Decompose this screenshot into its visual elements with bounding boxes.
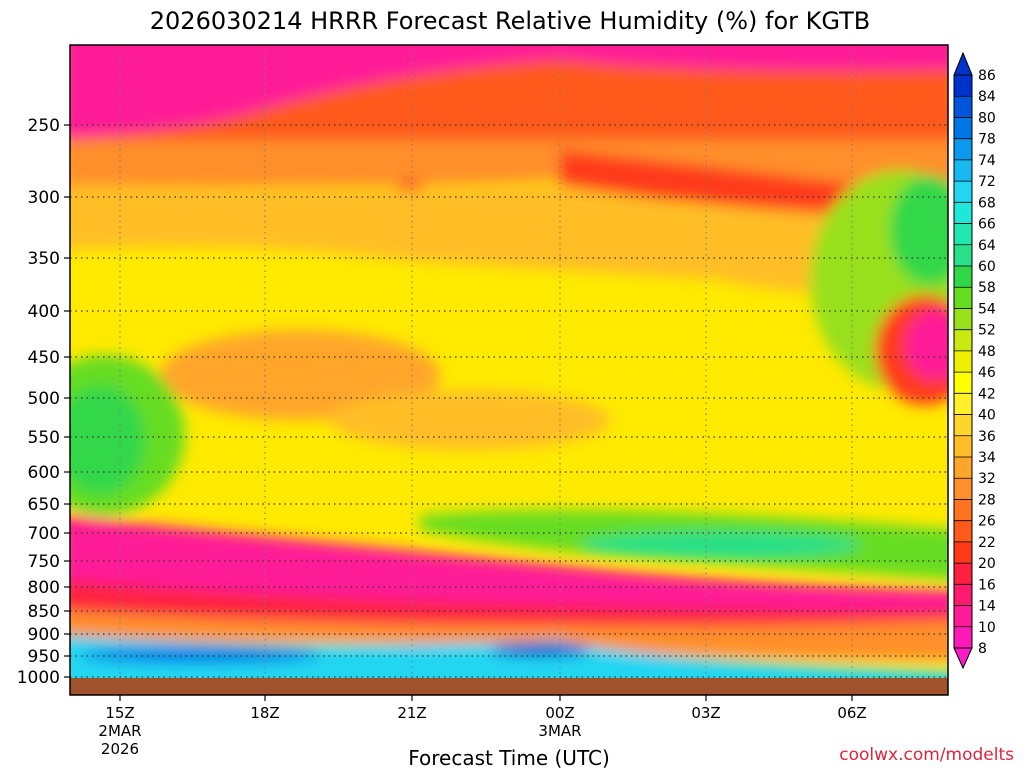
y-tick-label: 500	[28, 389, 60, 409]
y-tick-label: 950	[28, 647, 60, 667]
colorbar-label: 36	[978, 429, 996, 445]
ground-strip	[70, 678, 948, 695]
colorbar-band	[954, 563, 972, 585]
colorbar-label: 14	[978, 599, 996, 615]
colorbar-label: 64	[978, 238, 996, 254]
colorbar-band	[954, 541, 972, 564]
x-tick-label: 06Z	[837, 704, 866, 722]
colorbar-band	[954, 329, 972, 352]
colorbar-label: 58	[978, 280, 996, 296]
heatmap-field	[70, 45, 948, 695]
colorbar-band	[954, 414, 972, 437]
grid-lines	[70, 45, 948, 678]
colorbar-band	[954, 499, 972, 522]
x-tick-label: 03Z	[691, 704, 720, 722]
chart-title: 2026030214 HRRR Forecast Relative Humidi…	[150, 7, 870, 35]
y-tick-label: 850	[28, 602, 60, 622]
colorbar-band	[954, 287, 972, 309]
y-tick-label: 350	[28, 249, 60, 269]
colorbar-label: 46	[978, 365, 996, 381]
y-tick-label: 600	[28, 463, 60, 483]
y-tick-label: 700	[28, 524, 60, 544]
colorbar-label: 16	[978, 577, 996, 593]
colorbar-band	[954, 457, 972, 479]
colorbar-label: 54	[978, 301, 996, 317]
colorbar-band	[954, 372, 972, 394]
colorbar-label: 22	[978, 535, 996, 551]
colorbar-band	[954, 626, 972, 649]
y-tick-label: 900	[28, 625, 60, 645]
colorbar-band	[954, 308, 972, 331]
plot-frame	[69, 44, 949, 696]
colorbar-band	[954, 202, 972, 225]
colorbar: 86 84 80 78 74 72 68 66 64 60 58 54 52 48 46 42 40 36 34 32…	[953, 51, 996, 670]
colorbar-band	[954, 435, 972, 458]
colorbar-label: 72	[978, 174, 996, 190]
colorbar-band	[954, 159, 972, 182]
x-tick-label: 21Z	[397, 704, 426, 722]
y-tick-label: 800	[28, 578, 60, 598]
x-tick-label: 18Z	[250, 704, 279, 722]
y-tick-label: 450	[28, 348, 60, 368]
colorbar-band	[954, 181, 972, 203]
colorbar-band	[954, 138, 972, 161]
colorbar-max-arrow	[953, 51, 973, 76]
colorbar-label: 28	[978, 492, 996, 508]
colorbar-label: 84	[978, 89, 996, 105]
colorbar-label: 34	[978, 450, 996, 466]
colorbar-label: 52	[978, 323, 996, 339]
colorbar-band	[954, 605, 972, 628]
y-tick-label: 750	[28, 552, 60, 572]
y-tick-label: 250	[28, 116, 60, 136]
x-tick-label: 15Z	[105, 704, 134, 722]
colorbar-label: 86	[978, 68, 996, 84]
credit-text: coolwx.com/modelts	[839, 745, 1014, 765]
colorbar-label: 60	[978, 259, 996, 275]
y-tick-label: 300	[28, 188, 60, 208]
colorbar-min-arrow	[953, 647, 973, 670]
colorbar-band	[954, 223, 972, 246]
colorbar-band	[954, 478, 972, 500]
colorbar-label: 66	[978, 217, 996, 233]
colorbar-band	[954, 393, 972, 416]
colorbar-band	[954, 266, 972, 288]
colorbar-label: 40	[978, 408, 996, 424]
colorbar-label: 74	[978, 153, 996, 169]
colorbar-label: 68	[978, 195, 996, 211]
y-tick-label: 550	[28, 428, 60, 448]
x-tick-date: 2MAR	[98, 722, 141, 740]
colorbar-label: 80	[978, 110, 996, 126]
colorbar-label: 32	[978, 471, 996, 487]
colorbar-band	[954, 584, 972, 607]
colorbar-band	[954, 117, 972, 140]
colorbar-label: 42	[978, 386, 996, 402]
colorbar-band	[954, 96, 972, 118]
x-tick-year: 2026	[101, 740, 139, 758]
y-tick-label: 650	[28, 495, 60, 515]
colorbar-label: 26	[978, 514, 996, 530]
colorbar-label: 8	[978, 641, 987, 657]
colorbar-band	[954, 244, 972, 267]
colorbar-label: 48	[978, 344, 996, 360]
colorbar-label: 78	[978, 132, 996, 148]
colorbar-label: 20	[978, 556, 996, 572]
colorbar-band	[954, 75, 972, 97]
colorbar-label: 10	[978, 620, 996, 636]
colorbar-band	[954, 350, 972, 373]
y-axis: 250 300 350 400 450 500 550 600 650 700 750 800 850 9…	[17, 116, 70, 688]
x-tick-date: 3MAR	[538, 722, 581, 740]
colorbar-band	[954, 520, 972, 543]
x-tick-label: 00Z	[545, 704, 574, 722]
x-axis-label: Forecast Time (UTC)	[408, 746, 610, 768]
y-tick-label: 400	[28, 302, 60, 322]
y-tick-label: 1000	[17, 668, 60, 688]
